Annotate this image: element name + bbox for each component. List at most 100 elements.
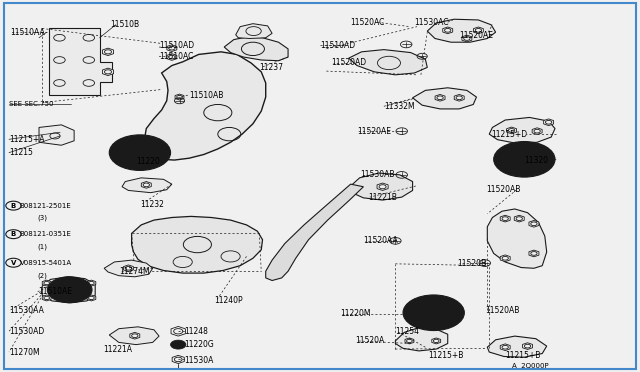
Polygon shape [141, 182, 151, 188]
Polygon shape [432, 338, 441, 344]
Text: 11215+B: 11215+B [429, 351, 464, 360]
Text: 11320: 11320 [524, 155, 548, 164]
Text: 11510AE: 11510AE [38, 287, 72, 296]
Text: 11220M: 11220M [340, 310, 371, 318]
Polygon shape [487, 336, 547, 357]
Text: SEE SEC.750: SEE SEC.750 [9, 102, 54, 108]
Circle shape [403, 295, 465, 331]
Polygon shape [42, 277, 95, 303]
Text: 11530AD: 11530AD [9, 327, 44, 336]
Circle shape [109, 135, 171, 170]
Text: 11220G: 11220G [184, 340, 214, 349]
Polygon shape [500, 215, 510, 222]
Circle shape [510, 151, 538, 167]
Polygon shape [543, 119, 554, 126]
Text: 11520A: 11520A [355, 336, 385, 346]
Text: 11510B: 11510B [111, 20, 140, 29]
Text: 11254: 11254 [396, 327, 419, 336]
Polygon shape [529, 221, 539, 227]
Polygon shape [124, 265, 133, 272]
Polygon shape [428, 19, 495, 42]
Polygon shape [487, 209, 547, 268]
Polygon shape [102, 48, 113, 55]
Text: V: V [11, 260, 16, 266]
Text: B: B [11, 231, 16, 237]
Text: 11237: 11237 [259, 63, 284, 72]
Text: 11220: 11220 [136, 157, 160, 166]
Polygon shape [489, 118, 555, 143]
Text: 11221B: 11221B [368, 193, 397, 202]
Polygon shape [532, 128, 542, 135]
Text: 11520AE: 11520AE [460, 31, 493, 41]
Polygon shape [175, 94, 184, 100]
Text: 11520AA: 11520AA [364, 236, 398, 246]
Polygon shape [132, 217, 262, 273]
Polygon shape [172, 355, 184, 363]
Polygon shape [500, 344, 510, 350]
Text: 11240P: 11240P [214, 296, 243, 305]
Polygon shape [500, 255, 510, 262]
Polygon shape [87, 295, 96, 301]
Text: 11215: 11215 [9, 148, 33, 157]
Text: 11520AB: 11520AB [486, 185, 520, 194]
Polygon shape [529, 250, 539, 257]
Polygon shape [454, 94, 464, 101]
Circle shape [518, 155, 531, 163]
Polygon shape [396, 328, 448, 351]
Polygon shape [49, 29, 113, 95]
Polygon shape [104, 260, 153, 277]
Polygon shape [462, 35, 472, 42]
Text: B08121-2501E: B08121-2501E [20, 203, 72, 209]
Text: 11520AE: 11520AE [357, 126, 391, 136]
Text: 11248: 11248 [184, 327, 209, 336]
Text: 11215+D: 11215+D [491, 129, 527, 139]
Text: 11332M: 11332M [384, 102, 415, 111]
Polygon shape [377, 183, 388, 190]
Text: B08121-0351E: B08121-0351E [20, 231, 72, 237]
Text: 11232: 11232 [140, 200, 164, 209]
Circle shape [420, 305, 448, 321]
Text: 11221A: 11221A [103, 345, 132, 354]
Text: 11510AA: 11510AA [10, 28, 45, 37]
Polygon shape [413, 88, 476, 109]
Polygon shape [42, 280, 51, 286]
Polygon shape [122, 178, 172, 193]
Polygon shape [515, 215, 524, 222]
Circle shape [60, 284, 79, 295]
Text: 11510AD: 11510AD [159, 41, 194, 50]
Polygon shape [171, 327, 186, 336]
Text: 11530AC: 11530AC [415, 18, 449, 27]
Polygon shape [474, 27, 483, 34]
Circle shape [127, 145, 154, 160]
Polygon shape [435, 94, 445, 101]
Text: 11215+A: 11215+A [9, 135, 45, 144]
Polygon shape [130, 333, 140, 339]
Text: 11270M: 11270M [9, 347, 40, 356]
Circle shape [493, 141, 555, 177]
Text: A  2Q000P: A 2Q000P [511, 363, 548, 369]
Polygon shape [523, 343, 532, 349]
Polygon shape [167, 45, 177, 51]
Text: 11520AC: 11520AC [351, 18, 385, 27]
Text: 11530AA: 11530AA [9, 307, 44, 315]
Polygon shape [117, 142, 162, 164]
Polygon shape [102, 68, 113, 76]
Polygon shape [87, 280, 96, 286]
Circle shape [134, 149, 146, 156]
Polygon shape [507, 127, 516, 134]
Text: (2): (2) [38, 272, 47, 279]
Text: 11510AC: 11510AC [159, 52, 193, 61]
Circle shape [428, 309, 440, 317]
Text: V08915-5401A: V08915-5401A [20, 260, 72, 266]
Text: 11215+B: 11215+B [505, 351, 541, 360]
Text: 11530A: 11530A [184, 356, 214, 365]
Text: (3): (3) [38, 215, 48, 221]
Polygon shape [405, 338, 414, 344]
Text: 11274M: 11274M [119, 267, 150, 276]
Circle shape [65, 287, 74, 292]
Polygon shape [167, 54, 177, 60]
Text: B: B [11, 203, 16, 209]
Polygon shape [443, 27, 452, 34]
Circle shape [47, 277, 92, 303]
Polygon shape [39, 125, 74, 145]
